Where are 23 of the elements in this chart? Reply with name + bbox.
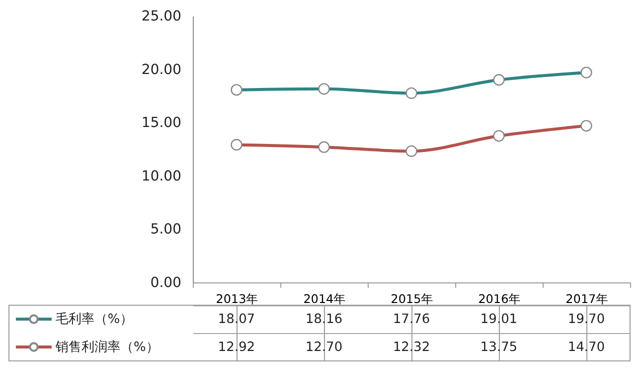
data-label: 18.16 [306, 312, 342, 328]
legend-label: 毛利率（%） [56, 311, 133, 328]
x-tick-label: 2017年 [566, 292, 608, 306]
data-label: 19.01 [480, 312, 518, 328]
data-label: 14.70 [568, 340, 605, 355]
y-tick-label: 0.00 [150, 274, 182, 291]
y-tick-label: 5.00 [150, 222, 182, 238]
x-tick-label: 2015年 [390, 292, 434, 306]
legend-label: 销售利润率（%） [54, 338, 159, 355]
x-tick-label: 2016年 [478, 292, 521, 306]
data-label: 18.07 [218, 312, 255, 328]
x-tick-label: 2013年 [216, 292, 258, 306]
data-label: 12.32 [392, 340, 430, 355]
data-label: 13.75 [480, 340, 518, 355]
y-tick-label: 25.00 [142, 8, 182, 25]
y-tick-label: 10.00 [142, 168, 182, 184]
data-label: 19.70 [568, 312, 605, 328]
x-tick-label: 2014年 [303, 292, 346, 306]
y-tick-label: 15.00 [142, 115, 182, 132]
data-label: 17.76 [392, 312, 430, 328]
data-label: 12.92 [218, 340, 255, 355]
y-tick-label: 20.00 [142, 62, 182, 78]
data-label: 12.70 [306, 340, 342, 355]
